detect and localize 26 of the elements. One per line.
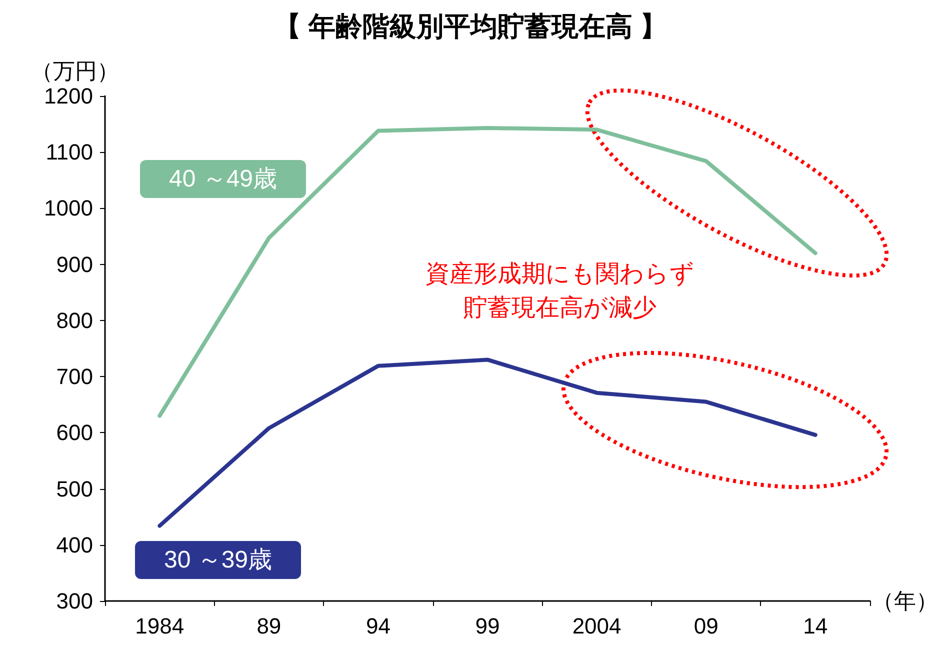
x-tick-label: 09 — [694, 614, 718, 638]
x-axis-title: （年） — [872, 588, 938, 614]
y-tick-label: 800 — [56, 308, 93, 333]
chart-title: 【 年齢階級別平均貯蓄現在高 】 — [274, 12, 668, 42]
line-series — [158, 358, 818, 528]
y-tick-label: 1200 — [44, 84, 93, 108]
series-label: 30 ～39歳 — [164, 546, 272, 574]
x-tick-label: 14 — [803, 614, 828, 638]
series-label: 40 ～49歳 — [168, 166, 278, 192]
x-tick-label: 99 — [475, 614, 500, 638]
y-tick-label: 700 — [56, 364, 93, 390]
line-series — [158, 126, 818, 418]
y-tick-label: 300 — [56, 588, 93, 614]
y-tick-label: 400 — [56, 532, 93, 558]
y-axis-title: （万円） — [31, 58, 119, 84]
x-tick-label: 94 — [366, 614, 390, 638]
y-tick-label: 900 — [56, 252, 93, 277]
annotation: 貯蓄現在高が減少 — [464, 294, 656, 322]
y-tick-label: 1100 — [46, 140, 93, 165]
x-tick-label: 89 — [256, 614, 282, 638]
y-tick-label: 500 — [56, 476, 93, 502]
x-tick-label: 2004 — [572, 614, 622, 638]
y-tick-label: 600 — [56, 420, 93, 446]
x-tick-label: 1984 — [135, 614, 184, 638]
y-tick-label: 1000 — [44, 196, 93, 221]
annotation: 資産形成期にも関わらず — [426, 260, 694, 288]
